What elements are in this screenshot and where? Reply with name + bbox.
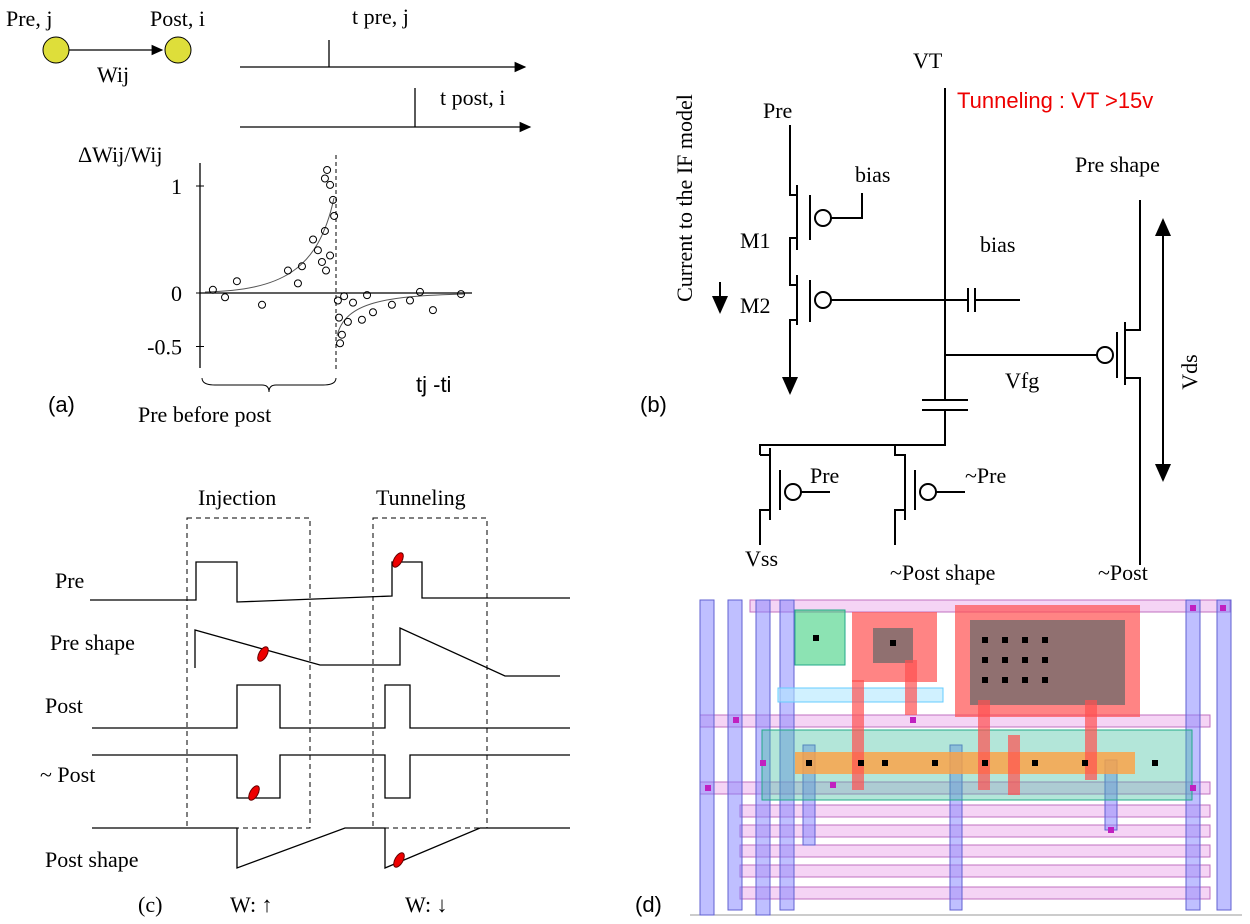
label: t pre, j [352, 4, 409, 29]
panel-tag: (c) [138, 892, 162, 917]
panel-a: Pre, j Post, i Wij t pre, j t post, i ΔW… [6, 4, 530, 427]
label: Vds [1177, 354, 1202, 389]
label: W: ↑ [230, 892, 273, 917]
point [337, 340, 344, 347]
neuron [165, 37, 191, 63]
y-tick-label: -0.5 [147, 335, 182, 360]
label: Wij [97, 62, 129, 87]
window [187, 518, 310, 828]
label: VT [913, 48, 943, 73]
point [338, 331, 345, 338]
panel-c: Injection Tunneling Pre Pre shape Post ~… [40, 485, 570, 917]
label: Injection [198, 485, 276, 510]
point [209, 286, 216, 293]
point [318, 258, 325, 265]
label: Pre [55, 568, 84, 593]
label: t post, i [440, 85, 505, 110]
label: Pre, j [6, 6, 52, 31]
fit-curve [205, 198, 334, 292]
point [344, 318, 351, 325]
point [388, 301, 395, 308]
axis-label: ΔWij/Wij [78, 142, 162, 167]
y-tick-label: 0 [171, 281, 182, 306]
point [406, 297, 413, 304]
label: Post [45, 693, 83, 718]
window [373, 518, 487, 828]
neuron [43, 37, 69, 63]
note: Tunneling : VT >15v [957, 88, 1153, 113]
point [284, 267, 291, 274]
label: Pre shape [1075, 152, 1160, 177]
point [369, 309, 376, 316]
waveform [90, 562, 570, 868]
label: Vss [745, 546, 778, 571]
figure: Pre, j Post, i Wij t pre, j t post, i ΔW… [0, 0, 1250, 924]
label: ~Post shape [890, 560, 995, 585]
label: Current to the IF model [672, 94, 697, 302]
point [310, 236, 317, 243]
label: bias [855, 162, 890, 187]
panel-tag: (a) [48, 392, 75, 417]
label: Pre [763, 98, 792, 123]
label: Tunneling [376, 485, 466, 510]
label: Pre [810, 463, 839, 488]
label: M2 [740, 293, 771, 318]
label: M1 [740, 228, 771, 253]
label: ~ Post [40, 762, 95, 787]
axis-label: tj -ti [416, 372, 451, 397]
label: Pre before post [138, 402, 271, 427]
point [334, 297, 341, 304]
label: Post, i [150, 6, 205, 31]
point [331, 212, 338, 219]
point [327, 181, 334, 188]
point [416, 288, 423, 295]
panel-tag: (b) [640, 392, 667, 417]
point [335, 314, 342, 321]
label: Post shape [45, 847, 139, 872]
brace [202, 378, 336, 392]
label: ~Pre [965, 463, 1006, 488]
point [323, 267, 330, 274]
point [324, 166, 331, 173]
label: Vfg [1005, 368, 1039, 393]
point [321, 175, 328, 182]
point [259, 301, 266, 308]
contact-well [795, 610, 845, 665]
y-tick-label: 1 [171, 174, 182, 199]
panel-tag: (d) [635, 892, 662, 917]
label: bias [980, 232, 1015, 257]
point [358, 316, 365, 323]
panel-d: (d) [635, 600, 1242, 917]
label: W: ↓ [405, 892, 448, 917]
point [294, 280, 301, 287]
point [350, 299, 357, 306]
point [429, 307, 436, 314]
label: Pre shape [50, 630, 135, 655]
scatter-plot: 1 0 -0.5 [147, 166, 464, 359]
point [233, 278, 240, 285]
point [341, 293, 348, 300]
panel-b: VT Tunneling : VT >15v Pre bias bias M1 … [640, 48, 1202, 585]
point [327, 252, 334, 259]
point [314, 247, 321, 254]
point [222, 294, 229, 301]
